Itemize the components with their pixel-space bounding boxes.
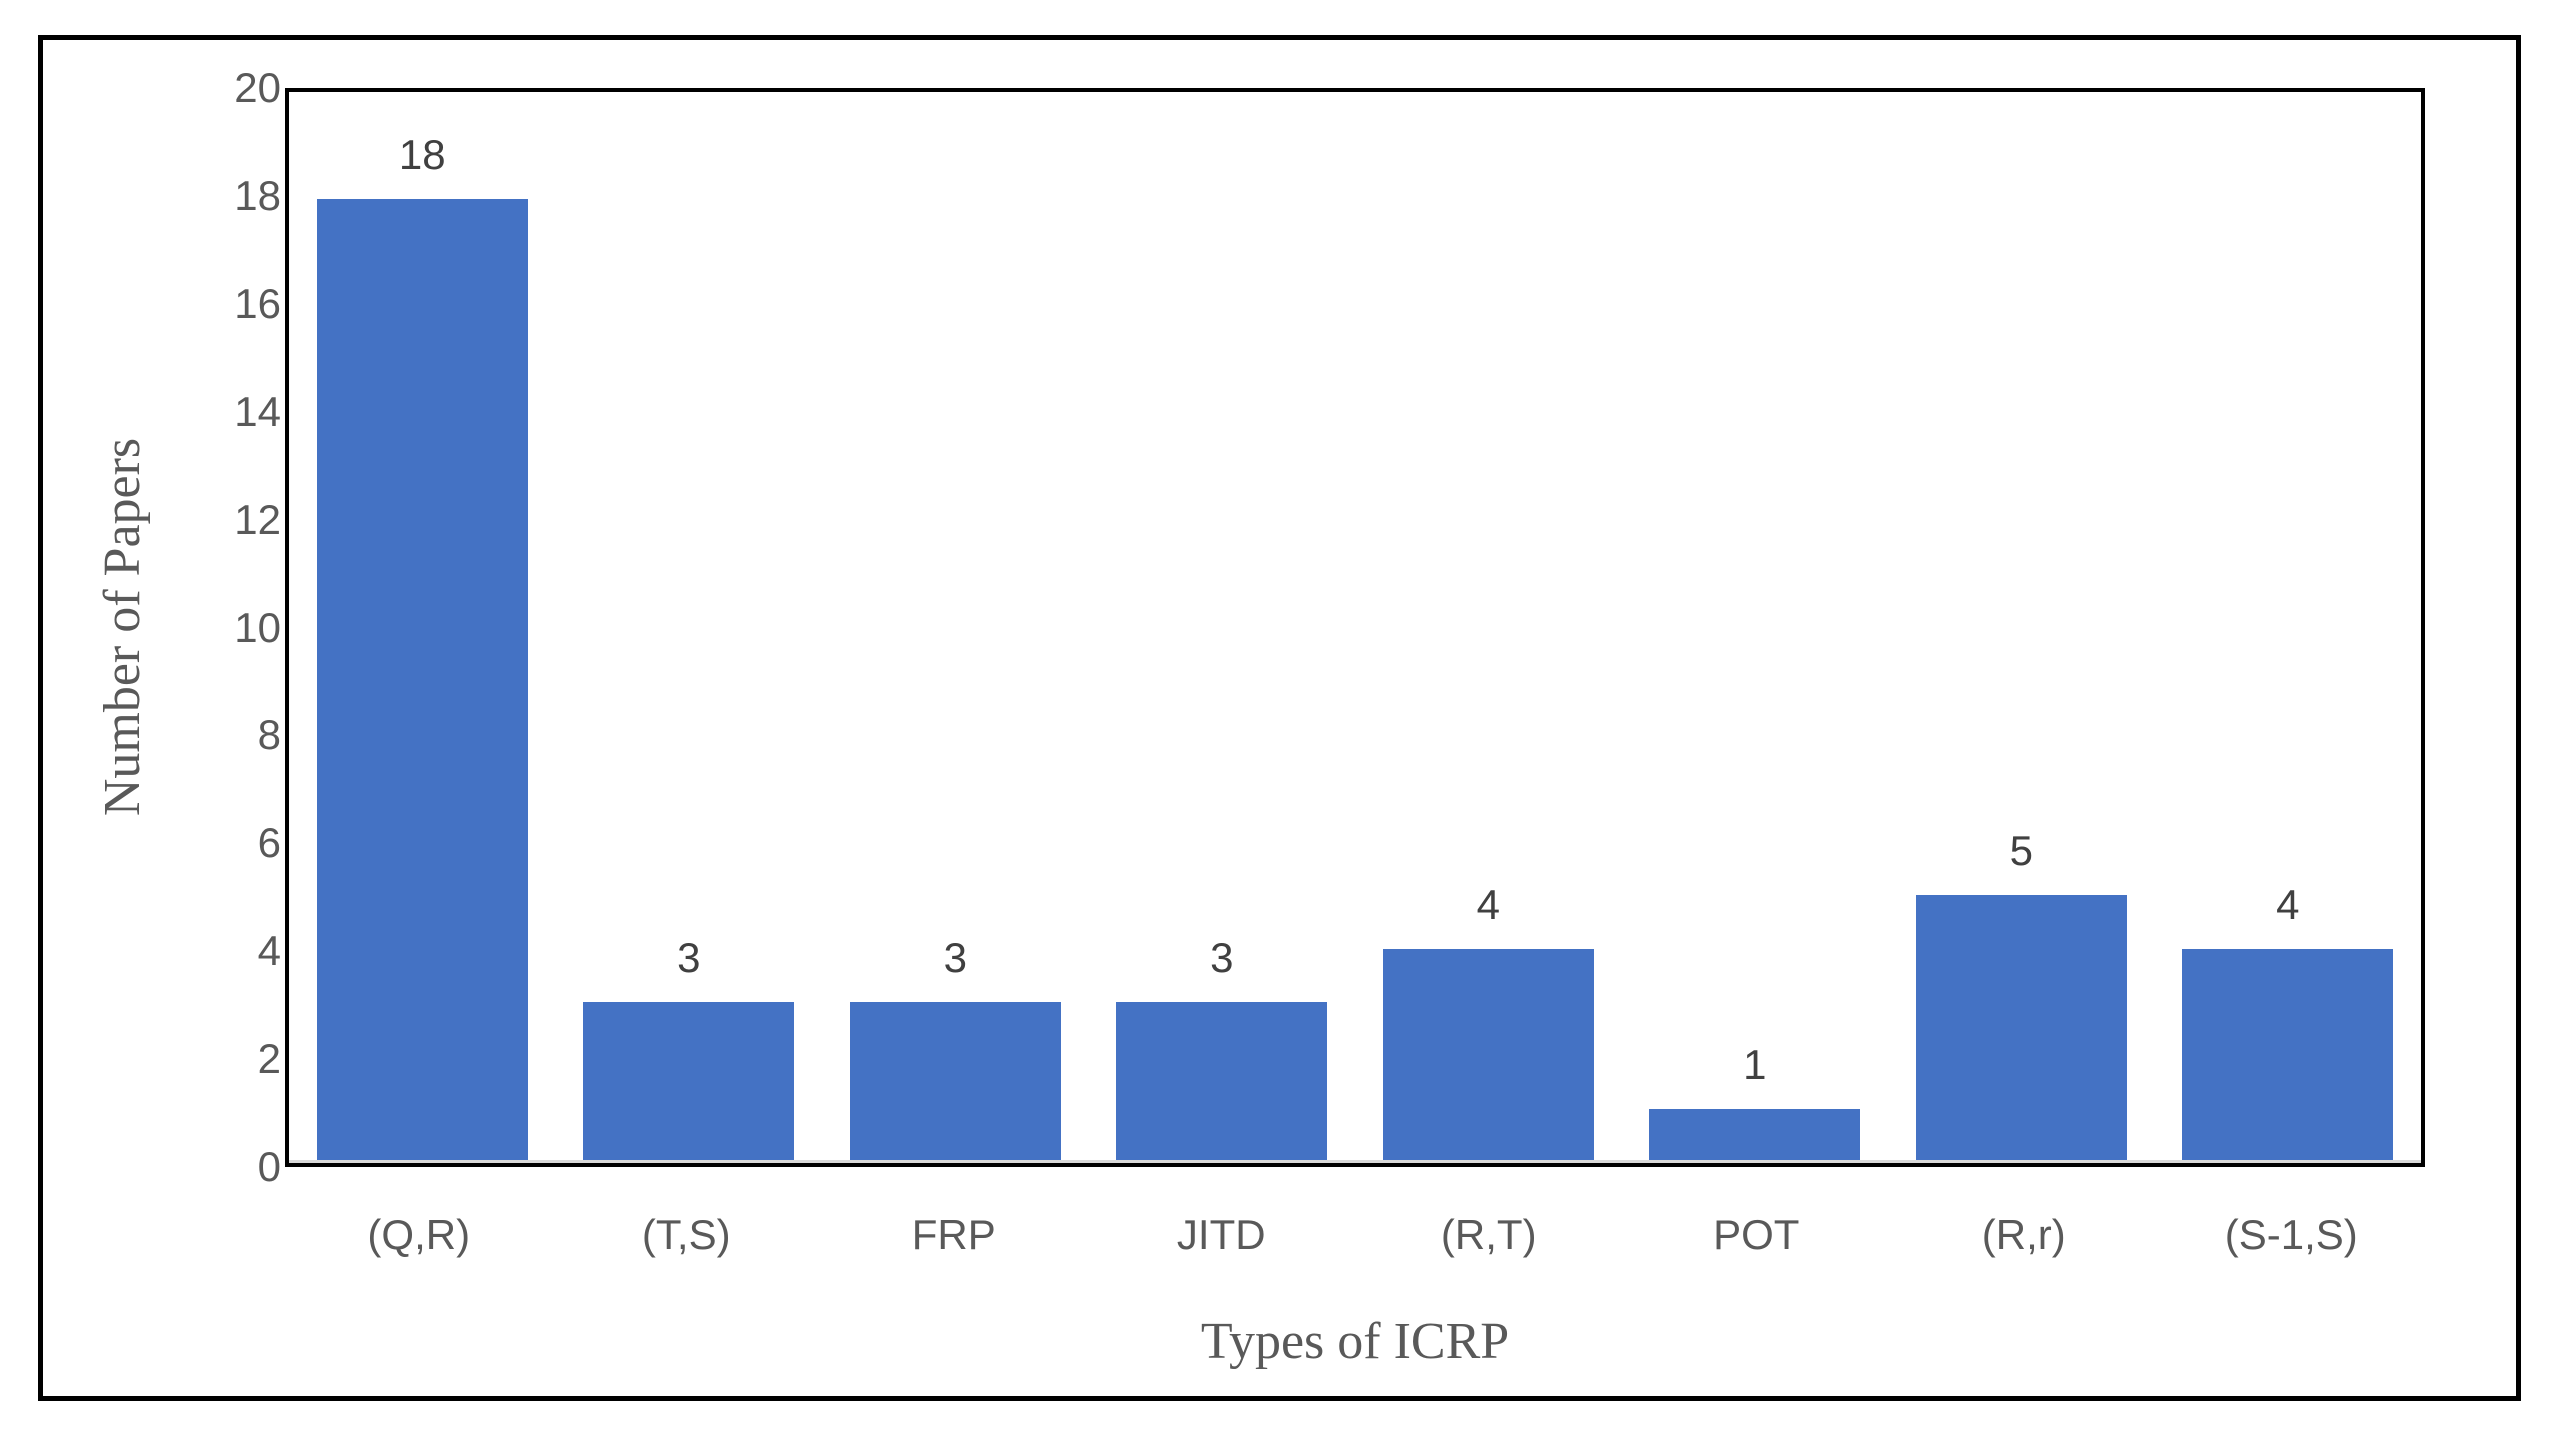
bar-value-label: 5 <box>2009 827 2033 875</box>
bar-value-label: 3 <box>677 934 701 982</box>
bar <box>1116 1002 1327 1163</box>
bar <box>849 1002 1061 1163</box>
x-category-label: (R,T) <box>1440 1211 1537 1258</box>
x-category-label: (R,r) <box>1981 1211 2066 1258</box>
x-category-label: POT <box>1713 1211 1800 1258</box>
y-tick-label: 14 <box>234 387 281 435</box>
bar <box>583 1002 794 1163</box>
bar <box>1649 1109 1860 1163</box>
y-tick-label: 18 <box>234 171 281 219</box>
y-tick-label: 2 <box>257 1035 281 1083</box>
x-category-label: (Q,R) <box>367 1211 471 1258</box>
x-category-label: (S-1,S) <box>2224 1211 2358 1258</box>
bar-slot: 3 <box>822 92 1089 1163</box>
bar-slot: 4 <box>2155 92 2422 1163</box>
bar <box>1382 948 1594 1163</box>
y-tick-label: 10 <box>234 603 281 651</box>
bar-slot: 18 <box>289 92 556 1163</box>
y-tick-label: 16 <box>234 279 281 327</box>
bar-value-label: 1 <box>1743 1041 1767 1089</box>
bar-slot: 1 <box>1622 92 1889 1163</box>
bar-value-label: 4 <box>2276 880 2300 928</box>
bar-slot: 4 <box>1355 92 1622 1163</box>
plot-area: 18 3 3 3 4 1 5 4 <box>285 88 2425 1167</box>
y-tick-label: 0 <box>257 1143 281 1190</box>
x-category-label: JITD <box>1176 1211 1266 1258</box>
bar-value-label: 18 <box>398 131 446 179</box>
y-tick-label: 8 <box>257 711 281 759</box>
y-tick-label: 6 <box>257 819 281 867</box>
x-category-label: FRP <box>911 1211 996 1258</box>
bar <box>2182 948 2393 1163</box>
bar-slot: 3 <box>556 92 823 1163</box>
x-category-label: (T,S) <box>641 1211 731 1258</box>
bar <box>1915 895 2127 1163</box>
bar-slot: 5 <box>1888 92 2155 1163</box>
y-tick-label: 12 <box>234 495 281 543</box>
bar <box>316 199 528 1163</box>
bar-value-label: 3 <box>943 934 967 982</box>
bar-value-label: 3 <box>1210 934 1234 982</box>
x-axis-title: Types of ICRP <box>1200 1313 1510 1370</box>
y-tick-label: 4 <box>257 927 281 975</box>
y-tick-label: 20 <box>234 64 281 111</box>
bar-value-label: 4 <box>1476 880 1500 928</box>
bar-slot: 3 <box>1089 92 1356 1163</box>
chart-outer-border: Number of Papers Types of ICRP 18 3 3 3 4 1 5 4… <box>38 35 2521 1401</box>
